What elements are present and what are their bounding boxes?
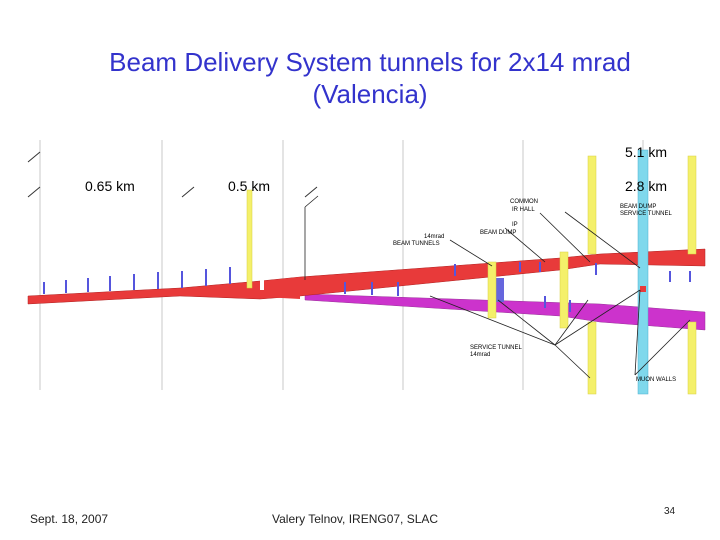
diagonal-ticks: [27, 151, 318, 198]
label-2-8km: 2.8 km: [625, 178, 667, 194]
title-line-2: (Valencia): [312, 79, 428, 109]
title-line-1: Beam Delivery System tunnels for 2x14 mr…: [109, 47, 631, 77]
label-beam-dump-1: IP: [512, 222, 518, 228]
marker-065: [260, 278, 264, 290]
small-labels: COMMON IR HALL IP BEAM DUMP 14mrad BEAM …: [393, 199, 676, 383]
beam-tunnel-bulge: [245, 277, 300, 299]
slide-title: Beam Delivery System tunnels for 2x14 mr…: [60, 46, 680, 110]
footer-author: Valery Telnov, IRENG07, SLAC: [272, 512, 439, 526]
label-5-1km: 5.1 km: [625, 144, 667, 160]
service-tunnel-magenta: [304, 293, 706, 331]
label-bd-service-1: BEAM DUMP: [620, 204, 656, 210]
muon-wall: [637, 149, 649, 395]
label-beam-tunnels-1: 14mrad: [424, 234, 444, 240]
label-service-tunnel-1: SERVICE TUNNEL: [470, 345, 522, 351]
label-common-hall-1: COMMON: [510, 199, 538, 205]
label-0-65km: 0.65 km: [85, 178, 135, 194]
beam-dump-block: [496, 278, 504, 302]
footer-page-number: 34: [664, 506, 676, 517]
leader-lines: [304, 195, 691, 379]
beam-tunnel-red: [27, 248, 706, 305]
label-beam-dump-2: BEAM DUMP: [480, 230, 516, 236]
footer-date: Sept. 18, 2007: [30, 512, 109, 526]
label-0-5km: 0.5 km: [228, 178, 270, 194]
label-service-tunnel-2: 14mrad: [470, 352, 490, 358]
label-bd-service-2: SERVICE TUNNEL: [620, 211, 672, 217]
muon-wall-marker: [640, 286, 646, 292]
beamline-ticks: [43, 262, 691, 312]
label-common-hall-2: IR HALL: [512, 207, 535, 213]
label-muon-walls: MUON WALLS: [636, 377, 676, 383]
yellow-shafts: [246, 155, 697, 395]
label-beam-tunnels-2: BEAM TUNNELS: [393, 241, 440, 247]
